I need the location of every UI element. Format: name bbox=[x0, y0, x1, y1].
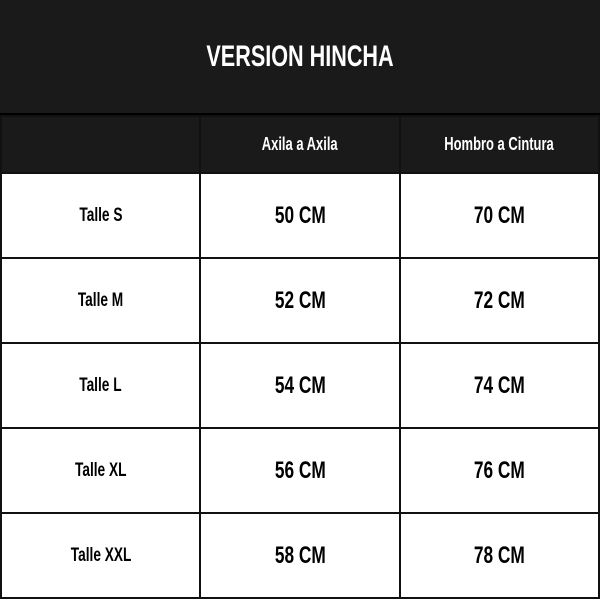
axila-value: 50 CM bbox=[274, 201, 326, 229]
size-label-cell: Talle S bbox=[0, 172, 202, 259]
table-row: Talle M 52 CM 72 CM bbox=[0, 257, 600, 344]
hombro-value-cell: 74 CM bbox=[398, 342, 600, 429]
axila-value-cell: 56 CM bbox=[199, 427, 401, 514]
table-row: Talle L 54 CM 74 CM bbox=[0, 342, 600, 429]
axila-value-cell: 58 CM bbox=[199, 512, 401, 599]
table-row: Talle XL 56 CM 76 CM bbox=[0, 427, 600, 514]
hombro-value: 76 CM bbox=[473, 456, 525, 484]
hombro-value: 72 CM bbox=[473, 286, 525, 314]
chart-title-banner: VERSION HINCHA bbox=[0, 0, 600, 115]
size-label: Talle S bbox=[79, 204, 123, 226]
axila-value: 58 CM bbox=[274, 541, 326, 569]
size-label-cell: Talle L bbox=[0, 342, 202, 429]
hombro-value-cell: 76 CM bbox=[398, 427, 600, 514]
hombro-value: 70 CM bbox=[473, 201, 525, 229]
header-cell-axila: Axila a Axila bbox=[199, 115, 401, 174]
size-label: Talle XL bbox=[74, 459, 127, 481]
hombro-value-cell: 70 CM bbox=[398, 172, 600, 259]
size-label: Talle XXL bbox=[70, 544, 131, 566]
size-table: Axila a Axila Hombro a Cintura Talle S 50… bbox=[0, 115, 600, 599]
table-row: Talle XXL 58 CM 78 CM bbox=[0, 512, 600, 599]
table-row: Talle S 50 CM 70 CM bbox=[0, 172, 600, 259]
size-label-cell: Talle M bbox=[0, 257, 202, 344]
header-cell-empty bbox=[0, 115, 202, 174]
table-header-row: Axila a Axila Hombro a Cintura bbox=[0, 115, 600, 174]
hombro-value-cell: 72 CM bbox=[398, 257, 600, 344]
size-label: Talle M bbox=[77, 289, 124, 311]
size-label: Talle L bbox=[79, 374, 122, 396]
axila-value-cell: 50 CM bbox=[199, 172, 401, 259]
hombro-value: 78 CM bbox=[473, 541, 525, 569]
axila-value-cell: 52 CM bbox=[199, 257, 401, 344]
axila-value: 52 CM bbox=[274, 286, 326, 314]
axila-value: 54 CM bbox=[274, 371, 326, 399]
axila-value: 56 CM bbox=[274, 456, 326, 484]
hombro-value-cell: 78 CM bbox=[398, 512, 600, 599]
size-label-cell: Talle XL bbox=[0, 427, 202, 514]
hombro-value: 74 CM bbox=[473, 371, 525, 399]
size-label-cell: Talle XXL bbox=[0, 512, 202, 599]
header-cell-hombro: Hombro a Cintura bbox=[398, 115, 600, 174]
chart-title: VERSION HINCHA bbox=[206, 39, 394, 73]
axila-value-cell: 54 CM bbox=[199, 342, 401, 429]
